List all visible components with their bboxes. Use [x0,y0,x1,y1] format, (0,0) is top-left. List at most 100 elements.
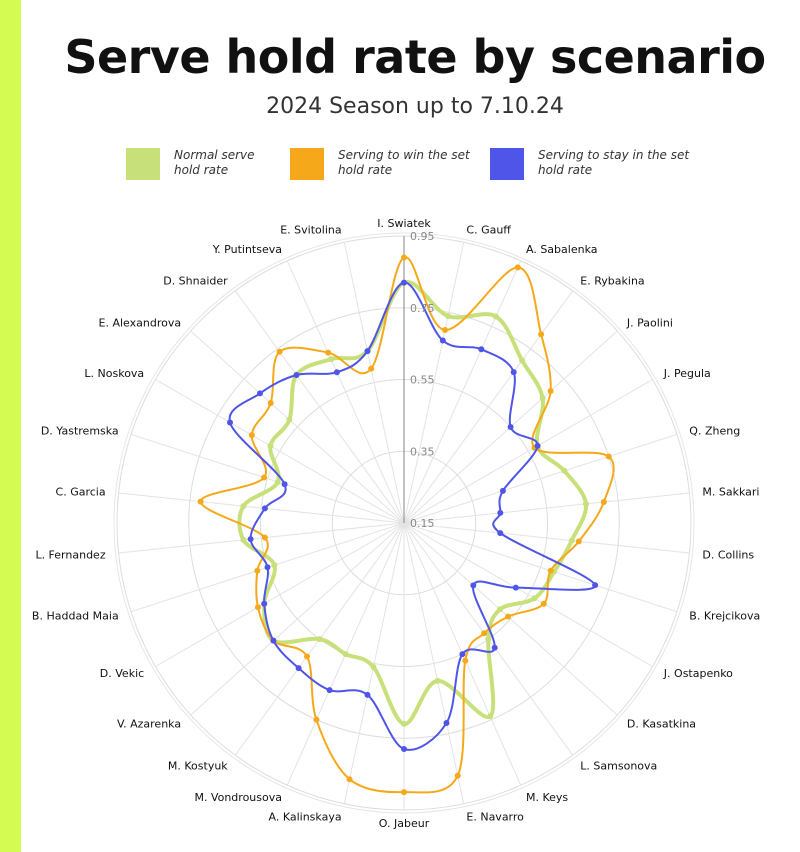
data-point-stay-in-set [510,369,517,376]
data-point-normal [539,395,546,402]
data-point-win-set [538,331,545,338]
data-point-stay-in-set [459,651,466,658]
player-label: L. Samsonova [580,760,657,773]
data-point-stay-in-set [227,419,233,426]
data-point-stay-in-set [478,346,485,353]
player-label: J. Paolini [626,316,673,329]
data-point-win-set [401,789,407,796]
grid-spoke [130,433,405,524]
grid-spoke [403,260,522,524]
data-point-normal [434,677,441,684]
data-point-win-set [313,716,320,723]
data-point-win-set [304,653,310,660]
player-label: L. Fernandez [35,548,105,561]
tick-label: 0.75 [410,302,435,315]
tick-label: 0.95 [410,230,435,243]
data-point-stay-in-set [534,442,541,449]
data-point-win-set [514,264,521,271]
data-point-normal [240,536,247,543]
grid-spoke [403,379,653,524]
data-point-stay-in-set [333,369,340,376]
data-point-win-set [462,657,469,664]
grid-ring-outer [113,232,695,814]
player-label: M. Sakkari [702,486,759,499]
legend-label-win-set: Serving to win the set hold rate [338,148,470,177]
player-label: V. Azarenka [117,718,181,731]
grid-spoke [234,290,405,524]
data-point-win-set [346,776,353,783]
data-point-win-set [325,349,332,356]
player-label: E. Svitolina [280,224,341,237]
data-point-normal [445,313,451,319]
data-point-stay-in-set [512,584,519,591]
grid-spoke [403,522,678,613]
data-point-win-set [547,388,554,394]
data-point-normal [342,651,349,658]
data-point-win-set [600,499,607,505]
data-point-stay-in-set [281,481,288,488]
data-point-stay-in-set [497,509,504,516]
player-label: D. Vekic [100,667,144,680]
data-point-win-set [547,567,554,574]
grid-spoke [190,330,405,524]
tick-label: 0.35 [410,445,435,458]
data-point-stay-in-set [270,637,277,644]
data-point-stay-in-set [592,582,599,589]
player-label: C. Garcia [56,486,106,499]
player-label: C. Gauff [466,224,511,237]
grid-spoke [118,492,405,524]
grid-spoke [403,522,653,667]
data-point-stay-in-set [439,337,446,344]
data-point-stay-in-set [443,720,450,726]
player-label: A. Sabalenka [526,243,597,256]
player-label: M. Kostyuk [168,760,228,773]
data-point-win-set [276,348,283,355]
grid-spoke [403,492,690,524]
data-point-win-set [267,400,274,406]
tick-label: 0.55 [410,374,435,387]
player-label: E. Alexandrova [99,316,182,329]
data-point-stay-in-set [364,348,371,355]
player-label: M. Vondrousova [194,791,282,804]
player-label: O. Jabeur [379,817,430,830]
data-point-win-set [605,453,612,460]
data-point-normal [583,500,589,507]
player-label: D. Yastremska [41,424,119,437]
data-point-stay-in-set [257,390,263,397]
grid-spoke [403,242,465,524]
legend-item-win-set: Serving to win the set hold rate [290,148,470,184]
grid-spoke [286,260,405,524]
data-point-stay-in-set [499,487,506,494]
player-label: I. Swiatek [377,217,431,230]
data-point-normal [531,595,538,602]
legend-label-normal: Normal serve hold rate [174,148,255,177]
data-point-normal [487,713,494,720]
grid-spoke [403,522,465,804]
player-label: Y. Putintseva [212,243,282,256]
data-point-win-set [197,498,204,505]
data-point-win-set [254,567,261,574]
chart-title: Serve hold rate by scenario [64,30,766,84]
data-point-win-set [442,327,448,333]
player-label: Q. Zheng [689,424,740,437]
data-point-normal [485,636,492,643]
data-point-stay-in-set [497,530,504,537]
data-point-normal [267,442,274,449]
player-label: E. Navarro [466,810,524,823]
data-point-win-set [540,600,547,607]
data-point-stay-in-set [470,582,477,589]
data-point-normal [568,537,575,544]
data-point-stay-in-set [247,536,254,543]
data-point-normal [492,313,499,320]
grid-spoke [190,522,405,716]
grid-spoke [118,522,405,554]
legend-swatch-win-set [290,148,324,180]
legend-swatch-normal [126,148,160,180]
grid-spoke [403,433,678,524]
data-point-win-set [575,538,582,545]
data-point-normal [316,636,323,643]
player-label: B. Haddad Maia [32,610,119,623]
player-label: J. Ostapenko [663,667,733,680]
legend-item-normal: Normal serve hold rate [126,148,255,184]
data-point-normal [240,503,247,510]
